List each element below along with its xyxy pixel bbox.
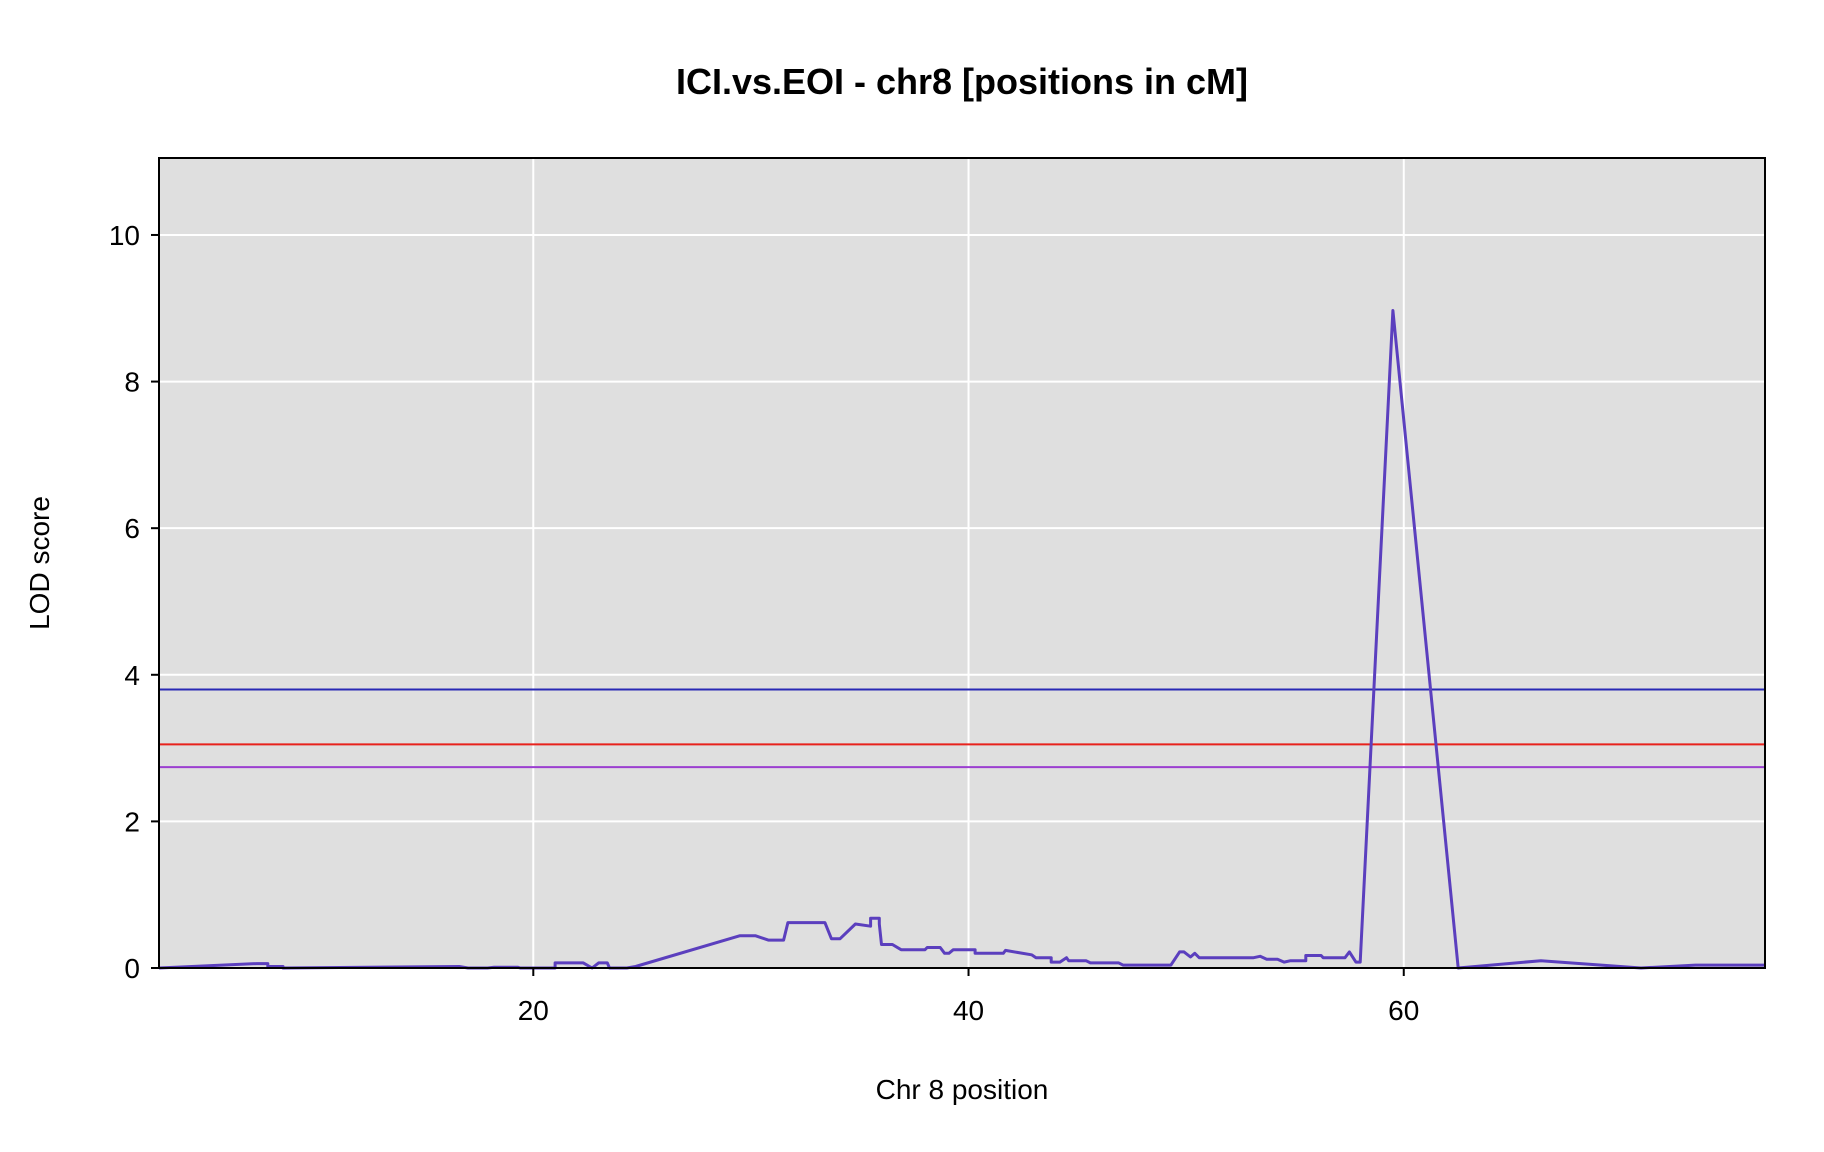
series-layer [158,309,1765,970]
chart-title: ICI.vs.EOI - chr8 [positions in cM] [676,61,1248,102]
x-tick-label: 40 [953,995,984,1026]
x-axis-ticks: 20 40 60 [518,968,1419,1026]
plot-area-background [159,158,1765,968]
y-tick-label: 8 [124,367,140,398]
x-axis-label: Chr 8 position [876,1074,1049,1105]
plot-area-border [158,157,1766,969]
y-tick-label: 2 [124,806,140,837]
x-tick-label: 20 [518,995,549,1026]
y-axis-label: LOD score [24,496,55,630]
series-line [158,309,1765,970]
y-tick-label: 10 [109,220,140,251]
y-tick-label: 6 [124,513,140,544]
threshold-lines [159,688,1765,769]
x-tick-label: 60 [1388,995,1419,1026]
y-tick-label: 4 [124,660,140,691]
y-tick-label: 0 [124,953,140,984]
y-axis-ticks: 0 2 4 6 8 10 [109,220,159,984]
